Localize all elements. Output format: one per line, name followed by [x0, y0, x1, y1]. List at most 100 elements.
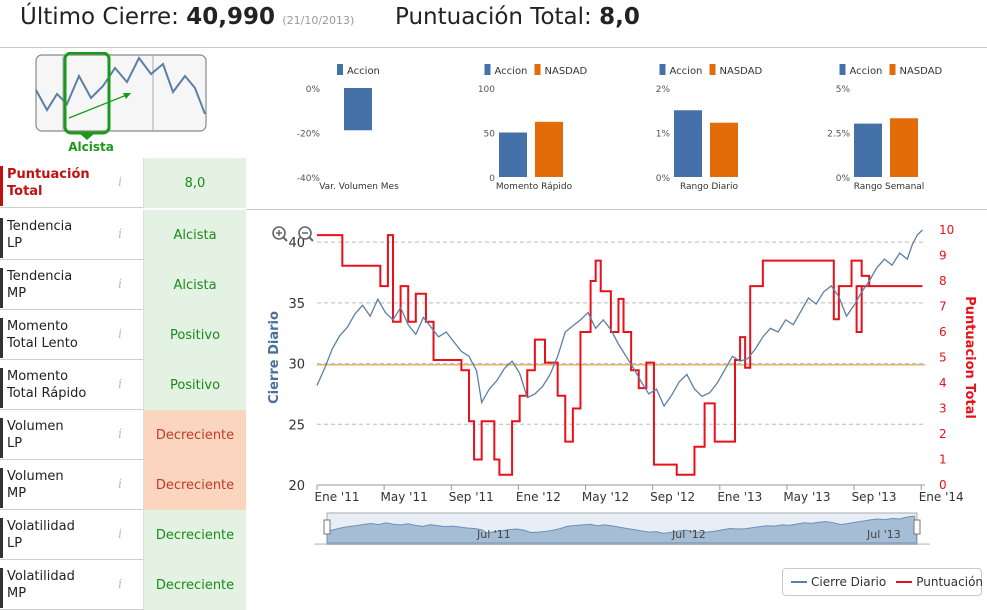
tick-label: 100: [478, 85, 495, 95]
row-volume-mp: Volumen MP i Decreciente: [0, 460, 246, 510]
row-trend-mp: Tendencia MP i Alcista: [0, 260, 246, 310]
tick-label: 1%: [656, 130, 671, 140]
total-score-value: 8,0: [599, 4, 640, 30]
navigator-handle-right[interactable]: [913, 519, 921, 535]
bar-accion: [344, 88, 372, 131]
legend-score-swatch: [896, 581, 913, 583]
tick-label: 2%: [656, 85, 671, 95]
header-bar: Último Cierre: 40,990 (21/10/2013) Puntu…: [0, 0, 987, 48]
x-tick-label: May '12: [582, 490, 629, 504]
legend-label: Accion: [495, 66, 528, 77]
last-close-date: (21/10/2013): [282, 14, 355, 27]
last-close-value: 40,990: [186, 4, 276, 30]
mini-chart-title: Momento Rápido: [496, 182, 573, 192]
legend-close[interactable]: Cierre Diario: [791, 575, 886, 589]
row-label: Volatilidad MP: [7, 569, 75, 601]
mini-bar-charts: Accion 0% -20% -40%Var. Volumen Mes Accion NA…: [297, 64, 943, 192]
legend-swatch: [889, 64, 896, 75]
row-volatility-mp: Volatilidad MP i Decreciente: [0, 560, 246, 610]
row-momentum-fast: Momento Total Rápido i Positivo: [0, 360, 246, 410]
tick-label: 5%: [836, 85, 851, 95]
chart-legend: Cierre Diario Puntuación: [782, 568, 983, 596]
row-trend-lp: Tendencia LP i Alcista: [0, 210, 246, 260]
row-label: Momento Total Rápido: [7, 369, 87, 401]
legend-swatch: [484, 64, 491, 75]
legend-label: NASDAD: [720, 66, 763, 77]
zoom-in-icon[interactable]: [272, 226, 288, 242]
total-score-label: Puntuación Total:: [395, 4, 592, 30]
mini-chart-3: Accion NASDAD 2% 1% 0% Rango Diario: [656, 64, 763, 192]
bar-nasdad: [710, 122, 738, 177]
navigator-area: [326, 515, 918, 544]
navigator-handle-left[interactable]: [323, 519, 331, 535]
x-tick-label: Sep '12: [650, 490, 695, 504]
row-value: Alcista: [143, 210, 246, 260]
tick-label: 50: [484, 130, 496, 140]
legend-score[interactable]: Puntuación: [896, 575, 983, 589]
zoom-out-icon[interactable]: [298, 226, 314, 242]
left-tick-label: 20: [288, 479, 305, 494]
info-icon[interactable]: i: [118, 175, 123, 190]
up-arrow-icon: [123, 93, 131, 99]
mini-chart-1: Accion 0% -20% -40%Var. Volumen Mes: [297, 64, 399, 192]
total-score: Puntuación Total: 8,0: [395, 4, 640, 30]
bar-accion: [499, 132, 527, 177]
tick-label: 0%: [656, 174, 671, 184]
right-tick-label: 7: [939, 300, 947, 314]
left-axis-title: Cierre Diario: [267, 311, 282, 404]
series-score: [317, 234, 923, 476]
x-tick-label: Ene '13: [717, 490, 762, 504]
right-tick-label: 9: [939, 249, 947, 263]
row-label: Tendencia LP: [7, 219, 73, 251]
legend-close-swatch: [791, 581, 807, 583]
left-tick-label: 25: [288, 418, 305, 433]
tick-label: -20%: [297, 130, 321, 140]
legend-swatch: [659, 64, 666, 75]
legend-label: NASDAD: [900, 66, 943, 77]
trend-thumbnail: [35, 52, 207, 140]
row-label: Volumen LP: [7, 419, 64, 451]
last-close: Último Cierre: 40,990 (21/10/2013): [20, 4, 354, 30]
mini-chart-title: Var. Volumen Mes: [319, 182, 399, 192]
tick-label: 2.5%: [827, 130, 850, 140]
legend-label: Accion: [670, 66, 703, 77]
info-icon[interactable]: i: [118, 427, 123, 442]
mini-chart-title: Rango Diario: [680, 182, 739, 192]
legend-swatch: [709, 64, 716, 75]
series-close: [316, 229, 923, 408]
left-tick-label: 30: [288, 358, 305, 373]
info-icon[interactable]: i: [118, 227, 123, 242]
right-tick-label: 3: [939, 402, 947, 416]
bar-accion: [854, 123, 882, 177]
right-tick-label: 4: [939, 376, 947, 390]
mini-chart-title: Rango Semanal: [854, 182, 925, 192]
bar-accion: [674, 110, 702, 177]
row-label: Volumen MP: [7, 469, 64, 501]
right-tick-label: 6: [939, 325, 947, 339]
legend-label: Accion: [850, 66, 883, 77]
x-tick-label: May '13: [783, 490, 830, 504]
info-icon[interactable]: i: [118, 327, 123, 342]
row-label: Tendencia MP: [7, 269, 73, 301]
x-tick-label: Sep '11: [449, 490, 494, 504]
right-tick-label: 5: [939, 351, 947, 365]
row-value: Positivo: [143, 310, 246, 360]
bar-nasdad: [890, 118, 918, 177]
tick-label: 0%: [306, 85, 321, 95]
price-score-chart: 20 25 30 35 40 0 1 2 3 4 5 6 7 8 9 10 Ene '11 May '11 Sep …: [267, 223, 977, 545]
info-icon[interactable]: i: [118, 477, 123, 492]
bar-nasdad: [535, 121, 563, 177]
x-tick-label: Ene '12: [516, 490, 561, 504]
info-icon[interactable]: i: [118, 277, 123, 292]
navigator-label: Jul '12: [671, 528, 706, 541]
info-icon[interactable]: i: [118, 577, 123, 592]
mini-chart-4: Accion NASDAD 5% 2.5% 0%Rango Semanal: [827, 64, 943, 192]
info-icon[interactable]: i: [118, 377, 123, 392]
left-tick-label: 40: [288, 236, 305, 251]
legend-label: NASDAD: [545, 66, 588, 77]
legend-label: Accion: [347, 66, 380, 77]
left-tick-label: 35: [288, 297, 305, 312]
x-tick-label: Ene '14: [919, 490, 964, 504]
info-icon[interactable]: i: [118, 527, 123, 542]
